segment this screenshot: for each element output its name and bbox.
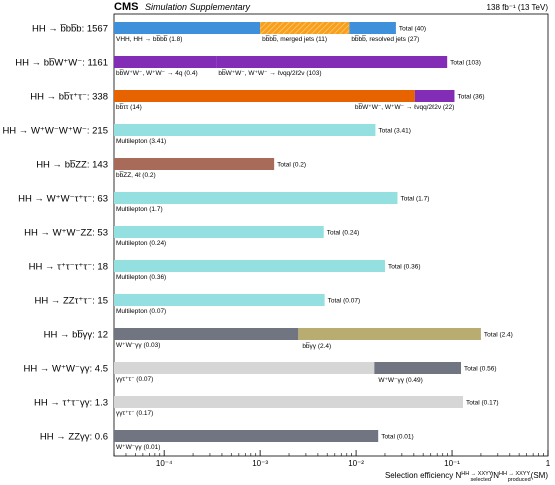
category-label: HH → bb̅W⁺W⁻: 1161 xyxy=(15,58,108,69)
status-label: Simulation Supplementary xyxy=(145,2,251,12)
category-label: HH → τ⁺τ⁻τ⁺τ⁻: 18 xyxy=(29,262,108,273)
energy-label: 138 fb⁻¹ (13 TeV) xyxy=(487,3,549,12)
total-label: Total (0.2) xyxy=(277,162,306,169)
segment-label: bb̅bb̅, merged jets (11) xyxy=(262,35,327,43)
segment-label: bb̅ZZ, 4ℓ (0.2) xyxy=(116,171,156,179)
x-tick-label: 10⁻³ xyxy=(252,459,268,468)
bar-segment xyxy=(114,124,376,136)
segment-label: Multilepton (0.07) xyxy=(116,308,166,315)
total-label: Total (0.56) xyxy=(464,366,497,373)
bar-segment xyxy=(114,430,379,442)
total-label: Total (2.4) xyxy=(484,332,513,339)
bar-segment xyxy=(114,294,325,306)
category-label: HH → ZZγγ: 0.6 xyxy=(40,432,108,443)
total-label: Total (40) xyxy=(399,26,426,33)
x-tick-label: 10⁻¹ xyxy=(444,459,460,468)
bar-segment xyxy=(114,226,324,238)
segment-label: bb̅W⁺W⁻, W⁺W⁻ → 4q (0.4) xyxy=(116,69,198,77)
total-label: Total (0.01) xyxy=(381,434,414,441)
bar-segment xyxy=(414,90,455,102)
category-label: HH → b̅bb̅b: 1567 xyxy=(32,24,108,35)
bar-segment xyxy=(114,90,415,102)
category-label: HH → ZZτ⁺τ⁻: 15 xyxy=(35,296,109,307)
segment-label: W⁺W⁻γγ (0.03) xyxy=(116,342,160,349)
bar-segment xyxy=(374,362,462,374)
segment-label: Multilepton (3.41) xyxy=(116,138,166,145)
total-label: Total (3.41) xyxy=(378,128,411,135)
segment-label: bb̅bb̅, resolved jets (27) xyxy=(351,35,419,43)
bar-segment xyxy=(114,396,463,408)
segment-label: bb̅W⁺W⁻, W⁺W⁻ → ℓνqq/2ℓ2ν (22) xyxy=(355,103,455,111)
segment-label: Multilepton (1.7) xyxy=(116,206,163,213)
segment-label: Multilepton (0.24) xyxy=(116,240,166,247)
x-axis: 10⁻⁴ 10⁻³ 10⁻² 10⁻¹ 1 xyxy=(113,450,551,468)
bar-segment xyxy=(260,22,350,34)
segment-label: VHH, HH → bb̅bb̅ (1.8) xyxy=(116,35,182,43)
segment-label: W⁺W⁻γγ (0.49) xyxy=(378,377,422,384)
total-label: Total (36) xyxy=(457,94,484,101)
experiment-label: CMS xyxy=(114,1,138,13)
category-label: HH → τ⁺τ⁻γγ: 1.3 xyxy=(34,398,108,409)
bar-segment xyxy=(114,192,398,204)
category-label: HH → bb̅ZZ: 143 xyxy=(36,160,108,171)
category-label: HH → W⁺W⁻W⁺W⁻: 215 xyxy=(2,126,108,137)
total-label: Total (0.36) xyxy=(388,264,421,271)
bar-segment xyxy=(349,22,396,34)
bar-segment xyxy=(114,328,299,340)
category-label: HH → bb̅τ⁺τ⁻: 338 xyxy=(30,92,108,103)
segment-label: bb̅γγ (2.4) xyxy=(302,342,331,350)
x-axis-title: Selection efficiency NHH → XXYY selected/… xyxy=(385,471,548,483)
bar-segment xyxy=(114,22,261,34)
bar-segment xyxy=(298,328,481,340)
bars-layer: HH → b̅bb̅b: 1567 VHH, HH → bb̅bb̅ (1.8) b… xyxy=(2,22,513,451)
bar-segment xyxy=(114,362,375,374)
total-label: Total (103) xyxy=(450,60,481,67)
category-label: HH → bb̅γγ: 12 xyxy=(44,330,108,341)
category-label: HH → W⁺W⁻γγ: 4.5 xyxy=(24,364,108,375)
category-label: HH → W⁺W⁻τ⁺τ⁻: 63 xyxy=(18,194,108,205)
category-label: HH → W⁺W⁻ZZ: 53 xyxy=(24,228,108,239)
bar-segment xyxy=(114,158,275,170)
segment-label: W⁺W⁻γγ (0.01) xyxy=(116,444,160,451)
x-tick-label: 1 xyxy=(546,459,551,468)
total-label: Total (0.17) xyxy=(466,400,499,407)
segment-label: bb̅W⁺W⁻, W⁺W⁻ → ℓνqq/2ℓ2ν (103) xyxy=(218,69,321,77)
bar-segment xyxy=(114,56,217,68)
segment-label: Multilepton (0.36) xyxy=(116,274,166,281)
bar-segment xyxy=(216,56,448,68)
segment-label: bb̅ττ (14) xyxy=(116,103,142,111)
total-label: Total (1.7) xyxy=(400,196,429,203)
x-tick-label: 10⁻² xyxy=(348,459,364,468)
segment-label: γγτ⁺τ⁻ (0.17) xyxy=(116,410,153,417)
bar-segment xyxy=(114,260,385,272)
total-label: Total (0.24) xyxy=(327,230,360,237)
total-label: Total (0.07) xyxy=(328,298,361,305)
segment-label: γγτ⁺τ⁻ (0.07) xyxy=(116,376,153,383)
x-tick-label: 10⁻⁴ xyxy=(156,459,173,468)
